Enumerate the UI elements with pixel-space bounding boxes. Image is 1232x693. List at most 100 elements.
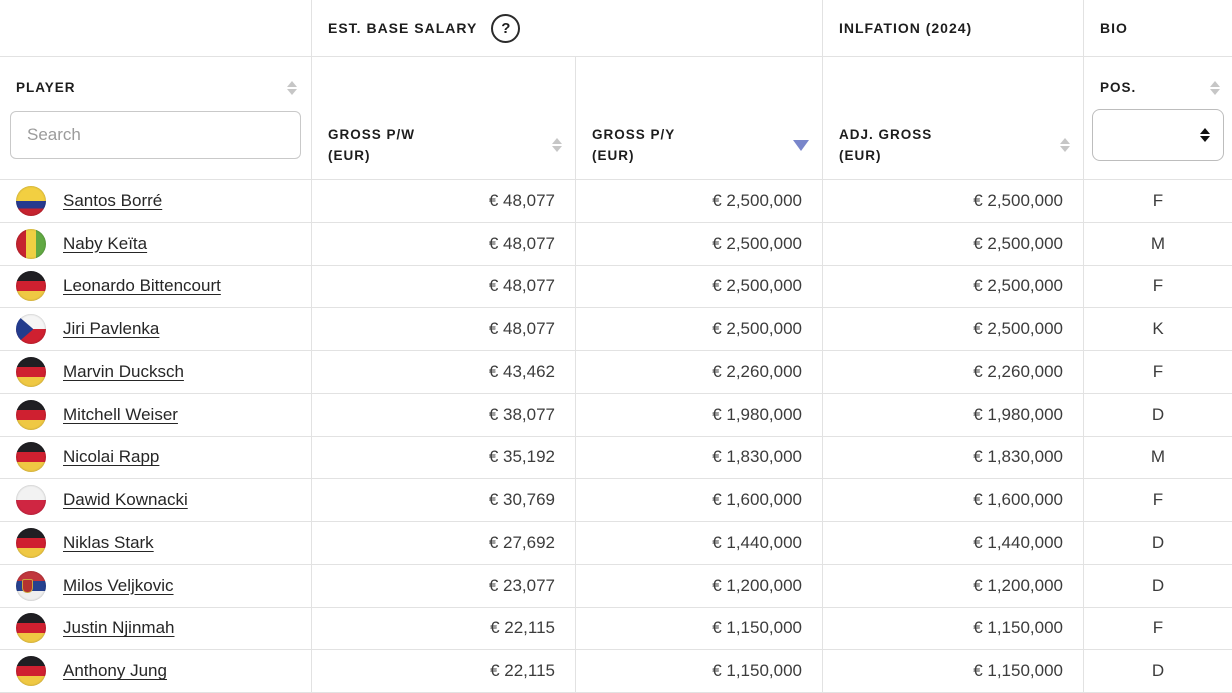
gross-pw-cell: € 38,077 xyxy=(312,393,576,437)
group-header-row: EST. BASE SALARY ? INLFATION (2024) BIO xyxy=(0,0,1232,57)
table-row: Milos Veljkovic € 23,077 € 1,200,000 € 1,20… xyxy=(0,564,1232,608)
sort-icon-pos[interactable] xyxy=(1210,80,1220,95)
group-header-empty xyxy=(0,0,312,57)
help-icon[interactable]: ? xyxy=(491,13,521,43)
table-body: Santos Borré € 48,077 € 2,500,000 € 2,500,0… xyxy=(0,180,1232,693)
gross-pw-cell: € 43,462 xyxy=(312,351,576,394)
pos-cell: D xyxy=(1084,522,1232,565)
gross-py-cell: € 1,150,000 xyxy=(576,650,823,693)
adj-gross-label-line2: (EUR) xyxy=(839,148,882,163)
pos-cell: F xyxy=(1084,607,1232,651)
player-link[interactable]: Naby Keïta xyxy=(63,233,148,253)
gross-pw-cell: € 22,115 xyxy=(312,607,576,651)
gross-pw-cell: € 48,077 xyxy=(312,180,576,223)
player-cell: Anthony Jung xyxy=(0,650,312,693)
player-link[interactable]: Justin Njinmah xyxy=(63,618,175,638)
table-row: Jiri Pavlenka € 48,077 € 2,500,000 € 2,500,… xyxy=(0,308,1232,351)
gross-pw-cell: € 48,077 xyxy=(312,222,576,266)
player-cell: Mitchell Weiser xyxy=(0,393,312,437)
flag-icon-germany xyxy=(16,271,46,302)
player-link[interactable]: Jiri Pavlenka xyxy=(63,319,160,339)
player-link[interactable]: Marvin Ducksch xyxy=(63,361,184,381)
sort-icon-gross-py-desc-active[interactable] xyxy=(793,139,809,151)
player-link[interactable]: Anthony Jung xyxy=(63,661,167,681)
player-link[interactable]: Dawid Kownacki xyxy=(63,490,188,510)
player-sort-header[interactable]: PLAYER xyxy=(10,80,301,95)
table-row: Dawid Kownacki € 30,769 € 1,600,000 € 1,600… xyxy=(0,479,1232,522)
flag-icon-germany xyxy=(16,399,46,430)
player-column-header-cell: PLAYER xyxy=(0,57,312,180)
gross-pw-cell: € 48,077 xyxy=(312,265,576,309)
player-link[interactable]: Nicolai Rapp xyxy=(63,447,160,467)
pos-column-label: POS. xyxy=(1100,80,1137,95)
gross-py-column-header-cell[interactable]: GROSS P/Y (EUR) xyxy=(576,57,823,180)
pos-cell: D xyxy=(1084,564,1232,608)
gross-pw-cell: € 22,115 xyxy=(312,650,576,693)
sort-icon-adj-gross[interactable] xyxy=(1060,138,1070,152)
flag-icon-colombia xyxy=(16,185,46,216)
adj-gross-cell: € 1,600,000 xyxy=(823,479,1084,522)
player-link[interactable]: Leonardo Bittencourt xyxy=(63,276,221,296)
table-row: Anthony Jung € 22,115 € 1,150,000 € 1,150,0… xyxy=(0,650,1232,693)
table-row: Niklas Stark € 27,692 € 1,440,000 € 1,440,0… xyxy=(0,522,1232,565)
gross-pw-column-header-cell[interactable]: GROSS P/W (EUR) xyxy=(312,57,576,180)
flag-icon-germany xyxy=(16,613,46,644)
player-cell: Milos Veljkovic xyxy=(0,564,312,608)
gross-py-cell: € 1,440,000 xyxy=(576,522,823,565)
sort-icon-gross-pw[interactable] xyxy=(552,138,562,152)
adj-gross-cell: € 1,830,000 xyxy=(823,436,1084,480)
select-arrows-icon xyxy=(1200,128,1210,142)
pos-cell: F xyxy=(1084,180,1232,223)
gross-pw-cell: € 27,692 xyxy=(312,522,576,565)
flag-icon-poland xyxy=(16,485,46,516)
pos-cell: M xyxy=(1084,436,1232,480)
player-column-label: PLAYER xyxy=(16,80,76,95)
pos-cell: F xyxy=(1084,479,1232,522)
pos-column-header-cell: POS. xyxy=(1084,57,1232,180)
flag-icon-czechia xyxy=(16,314,46,345)
gross-py-cell: € 1,150,000 xyxy=(576,607,823,651)
adj-gross-cell: € 1,440,000 xyxy=(823,522,1084,565)
group-header-est-base-salary: EST. BASE SALARY ? xyxy=(312,0,823,57)
pos-cell: M xyxy=(1084,222,1232,266)
adj-gross-cell: € 2,500,000 xyxy=(823,180,1084,223)
group-header-inflation: INLFATION (2024) xyxy=(823,0,1084,57)
pos-cell: K xyxy=(1084,308,1232,351)
table-row: Justin Njinmah € 22,115 € 1,150,000 € 1,150… xyxy=(0,607,1232,651)
flag-icon-guinea xyxy=(16,228,46,259)
player-link[interactable]: Santos Borré xyxy=(63,190,163,210)
flag-icon-serbia xyxy=(16,570,46,601)
gross-pw-cell: € 30,769 xyxy=(312,479,576,522)
player-link[interactable]: Niklas Stark xyxy=(63,532,154,552)
gross-py-label-line2: (EUR) xyxy=(592,148,635,163)
table-row: Mitchell Weiser € 38,077 € 1,980,000 € 1,98… xyxy=(0,393,1232,437)
flag-icon-germany xyxy=(16,656,46,687)
gross-py-label-line1: GROSS P/Y xyxy=(592,127,676,142)
sort-icon-player[interactable] xyxy=(287,80,297,95)
player-cell: Dawid Kownacki xyxy=(0,479,312,522)
gross-pw-label-line2: (EUR) xyxy=(328,148,371,163)
adj-gross-label-line1: ADJ. GROSS xyxy=(839,127,933,142)
pos-sort-header[interactable]: POS. xyxy=(1092,80,1224,95)
player-link[interactable]: Milos Veljkovic xyxy=(63,575,174,595)
adj-gross-cell: € 1,980,000 xyxy=(823,393,1084,437)
adj-gross-cell: € 2,260,000 xyxy=(823,351,1084,394)
adj-gross-cell: € 1,150,000 xyxy=(823,650,1084,693)
search-input[interactable] xyxy=(10,111,301,159)
adj-gross-cell: € 1,200,000 xyxy=(823,564,1084,608)
gross-py-cell: € 1,600,000 xyxy=(576,479,823,522)
player-cell: Leonardo Bittencourt xyxy=(0,265,312,309)
pos-cell: D xyxy=(1084,650,1232,693)
pos-cell: F xyxy=(1084,351,1232,394)
gross-pw-label-line1: GROSS P/W xyxy=(328,127,416,142)
position-filter-select[interactable] xyxy=(1092,109,1224,161)
bio-label: BIO xyxy=(1100,20,1128,36)
pos-cell: D xyxy=(1084,393,1232,437)
adj-gross-column-header-cell[interactable]: ADJ. GROSS (EUR) xyxy=(823,57,1084,180)
gross-py-cell: € 1,830,000 xyxy=(576,436,823,480)
est-base-salary-label: EST. BASE SALARY xyxy=(328,20,478,36)
player-cell: Santos Borré xyxy=(0,180,312,223)
table-row: Naby Keïta € 48,077 € 2,500,000 € 2,500,000… xyxy=(0,222,1232,266)
player-link[interactable]: Mitchell Weiser xyxy=(63,404,178,424)
